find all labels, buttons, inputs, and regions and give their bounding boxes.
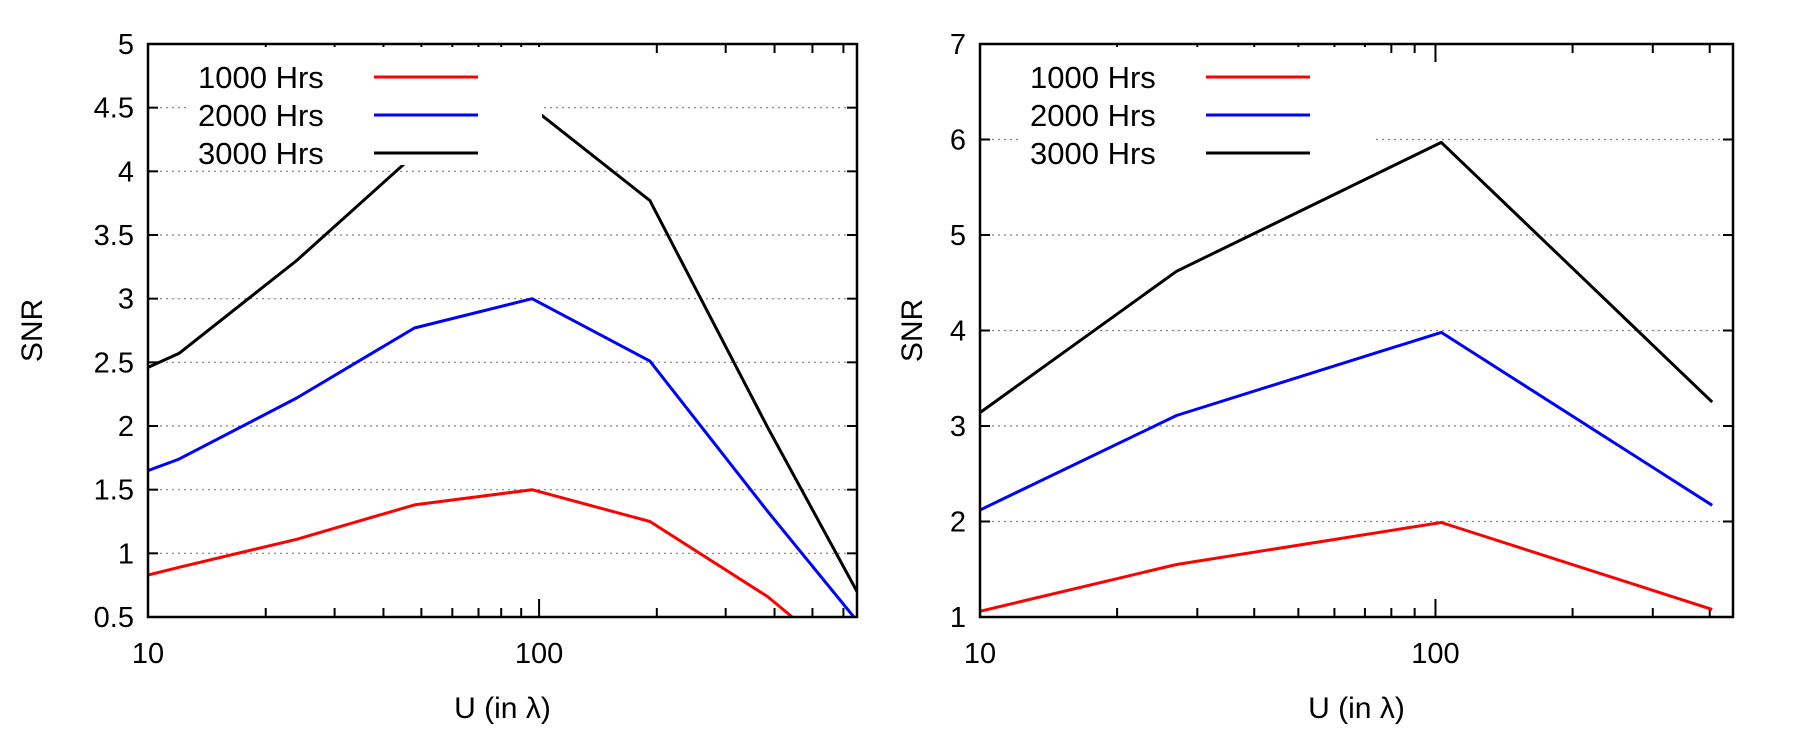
x-tick-label: 100: [515, 638, 563, 670]
series-line-1000-hrs: [980, 521, 1713, 613]
y-tick-label: 3: [950, 411, 966, 443]
x-axis-label: U (in λ): [1308, 692, 1405, 725]
x-tick-label: 10: [964, 638, 996, 670]
y-tick-label: 5: [118, 29, 134, 61]
series-line-3000-hrs: [980, 140, 1714, 414]
x-axis-label: U (in λ): [454, 692, 551, 725]
legend-label: 1000 Hrs: [1030, 60, 1156, 95]
y-tick-label: 1.5: [94, 475, 134, 507]
plot-frame: [978, 42, 1735, 619]
y-tick-label: 1: [118, 538, 134, 570]
y-tick-label: 4: [950, 316, 966, 348]
y-tick-label: 3: [118, 284, 134, 316]
y-tick-label: 4: [118, 156, 134, 188]
series-line-1000-hrs: [148, 488, 795, 617]
series-line-3000-hrs: [148, 106, 857, 593]
plot-frame: [146, 42, 859, 619]
legend-label: 2000 Hrs: [1030, 98, 1156, 133]
y-tick-label: 3.5: [94, 220, 134, 252]
y-tick-label: 5: [950, 220, 966, 252]
x-tick-label: 10: [132, 638, 164, 670]
y-tick-label: 2: [950, 507, 966, 539]
y-tick-label: 7: [950, 29, 966, 61]
y-axis-label: SNR: [16, 299, 49, 362]
y-tick-label: 4.5: [94, 93, 134, 125]
legend-label: 2000 Hrs: [198, 98, 324, 133]
legend-label: 1000 Hrs: [198, 60, 324, 95]
series-line-2000-hrs: [980, 330, 1714, 512]
y-tick-label: 0.5: [94, 602, 134, 634]
y-tick-label: 6: [950, 125, 966, 157]
y-axis-label: SNR: [896, 299, 929, 362]
y-tick-label: 2: [118, 411, 134, 443]
x-tick-label: 100: [1411, 638, 1459, 670]
y-tick-label: 2.5: [94, 347, 134, 379]
legend-label: 3000 Hrs: [1030, 136, 1156, 171]
series-line-2000-hrs: [148, 297, 856, 617]
legend-label: 3000 Hrs: [198, 136, 324, 171]
y-tick-label: 1: [950, 602, 966, 634]
